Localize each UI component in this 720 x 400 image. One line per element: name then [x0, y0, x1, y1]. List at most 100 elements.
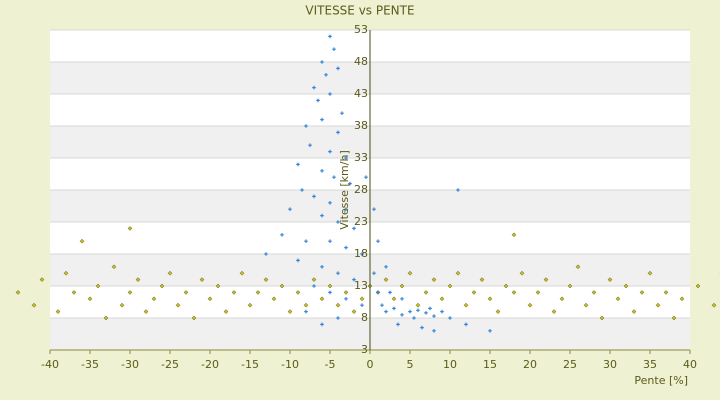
point — [607, 277, 613, 282]
point — [263, 277, 269, 282]
point — [352, 277, 356, 282]
point — [143, 309, 149, 314]
point — [464, 322, 468, 327]
point — [364, 175, 368, 179]
point — [336, 66, 340, 71]
point — [271, 296, 277, 302]
point — [183, 290, 189, 295]
point — [671, 315, 677, 321]
point — [304, 239, 308, 243]
point — [328, 34, 332, 39]
y-tick-label: 23 — [354, 215, 368, 228]
x-tick-label: 0 — [367, 358, 374, 371]
point — [655, 302, 661, 308]
point — [296, 258, 300, 263]
point — [151, 296, 157, 302]
y-tick-label: 8 — [361, 311, 368, 324]
point — [328, 149, 332, 154]
point — [376, 239, 380, 243]
point — [328, 201, 332, 205]
y-tick-label: 48 — [354, 55, 368, 68]
x-tick-label: 25 — [563, 358, 577, 371]
point — [400, 297, 404, 301]
x-tick-label: 30 — [603, 358, 617, 371]
point — [647, 270, 653, 276]
point — [392, 306, 396, 311]
point — [599, 315, 605, 321]
point — [384, 265, 388, 269]
point — [348, 181, 352, 186]
point — [352, 226, 356, 231]
point — [344, 156, 348, 160]
point — [304, 309, 308, 314]
point — [388, 290, 392, 295]
point — [663, 290, 669, 295]
point — [471, 290, 477, 295]
point — [287, 309, 293, 314]
point — [372, 207, 376, 211]
point — [15, 290, 21, 295]
point — [384, 309, 388, 314]
point — [440, 309, 444, 314]
point — [380, 303, 384, 307]
point — [324, 73, 328, 77]
point — [175, 302, 181, 308]
point — [360, 252, 364, 256]
point — [39, 277, 45, 282]
point — [328, 92, 332, 96]
point — [296, 162, 300, 167]
x-tick-label: -35 — [81, 358, 99, 371]
point — [280, 233, 284, 237]
x-tick-label: -5 — [325, 358, 336, 371]
point — [407, 270, 413, 276]
point — [519, 270, 525, 276]
point — [559, 296, 565, 302]
point — [487, 296, 493, 302]
point — [711, 302, 717, 308]
point — [288, 207, 292, 211]
point — [320, 213, 324, 218]
point — [191, 315, 197, 321]
point — [316, 98, 320, 103]
point — [351, 309, 357, 314]
point — [583, 302, 589, 308]
point — [312, 85, 316, 90]
x-tick-label: -40 — [41, 358, 59, 371]
point — [328, 239, 332, 243]
point — [424, 311, 428, 315]
x-tick-label: -30 — [121, 358, 139, 371]
point — [335, 302, 341, 308]
point — [463, 302, 469, 308]
point — [63, 270, 69, 276]
point — [199, 277, 205, 282]
x-tick-label: 10 — [443, 358, 457, 371]
point — [207, 296, 213, 302]
point — [340, 111, 344, 115]
point — [231, 290, 237, 295]
point — [344, 297, 348, 301]
point — [415, 302, 421, 308]
point — [631, 309, 637, 314]
point — [135, 277, 141, 282]
point — [336, 316, 340, 320]
point — [167, 270, 173, 276]
point — [412, 316, 416, 320]
point — [439, 296, 445, 302]
point — [311, 277, 317, 282]
point — [527, 302, 533, 308]
point — [308, 143, 312, 147]
point — [312, 194, 316, 199]
point — [391, 296, 397, 302]
point — [503, 283, 509, 289]
point — [119, 302, 125, 308]
point — [447, 283, 453, 289]
point — [304, 124, 308, 128]
y-tick-label: 53 — [354, 23, 368, 36]
point — [320, 265, 324, 269]
point — [575, 264, 581, 270]
point — [55, 309, 61, 314]
point — [567, 283, 573, 289]
point — [456, 188, 460, 192]
point — [376, 290, 380, 295]
point — [448, 316, 452, 320]
